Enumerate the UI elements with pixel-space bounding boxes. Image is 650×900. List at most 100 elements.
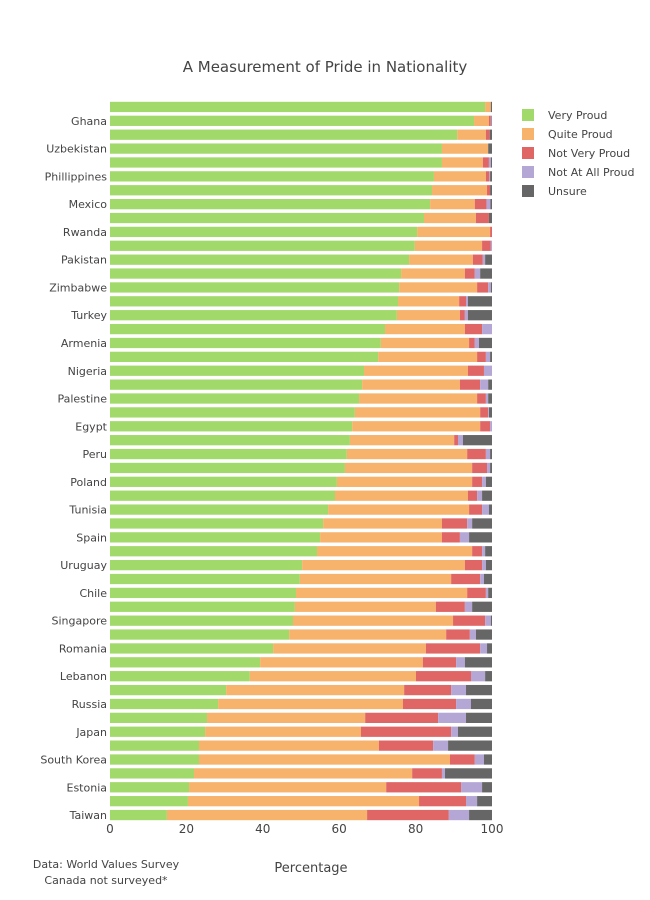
bar-segment-quite-proud	[317, 546, 473, 557]
bar-segment-very-proud	[110, 587, 297, 599]
x-axis-ticks: 0 20 40 60 80 100	[106, 822, 503, 836]
bar-segment-not-at-all-proud	[456, 657, 465, 668]
bar-segment-very-proud	[110, 684, 227, 696]
bar-segment-very-proud	[110, 643, 274, 654]
bar-segment-not-at-all-proud	[464, 601, 473, 612]
bar-segment-very-proud	[110, 101, 486, 113]
bar-segment-very-proud	[110, 782, 190, 793]
bar-segment-quite-proud	[166, 809, 368, 821]
bar-segment-unsure	[487, 643, 492, 654]
bar-segment-very-proud	[110, 143, 442, 154]
bar-segment-unsure	[482, 782, 492, 793]
y-tick-label: Poland	[70, 476, 107, 489]
bar-segment-quite-proud	[441, 143, 489, 154]
bar-segment-very-proud	[110, 560, 303, 571]
bar-segment-very-proud	[110, 573, 300, 585]
bar-segment-not-very-proud	[459, 310, 465, 321]
bar-segment-unsure	[464, 657, 492, 668]
bar-segment-quite-proud	[205, 726, 361, 737]
y-tick-label: Estonia	[67, 781, 108, 794]
legend-item[interactable]: Not Very Proud	[522, 147, 630, 160]
bars-layer	[110, 101, 492, 821]
bar-segment-quite-proud	[380, 337, 470, 349]
bar-segment-not-at-all-proud	[485, 393, 489, 404]
bar-segment-quite-proud	[364, 365, 468, 376]
bar-segment-unsure	[475, 629, 492, 640]
bar-segment-not-very-proud	[485, 129, 490, 140]
bar-segment-quite-proud	[424, 212, 476, 224]
bar-segment-not-at-all-proud	[467, 518, 473, 529]
y-tick-label: Rwanda	[63, 226, 107, 239]
bar-segment-not-very-proud	[435, 601, 465, 612]
bar-segment-quite-proud	[226, 684, 405, 696]
bar-segment-unsure	[488, 407, 492, 418]
bar-segment-not-very-proud	[482, 240, 491, 251]
y-axis-ticks: Ghana Uzbekistan Phillippines Mexico Rwanda P…	[40, 115, 107, 822]
bar-segment-not-very-proud	[419, 796, 467, 807]
bar-segment-not-at-all-proud	[451, 684, 467, 696]
bar-segment-not-very-proud	[472, 546, 483, 557]
bar-segment-quite-proud	[199, 740, 379, 751]
bar-segment-quite-proud	[335, 490, 468, 501]
bar-segment-not-very-proud	[459, 296, 467, 307]
bar-segment-very-proud	[110, 282, 400, 293]
bar-segment-unsure	[490, 185, 492, 196]
legend-item[interactable]: Very Proud	[522, 109, 607, 122]
y-tick-label: Japan	[75, 726, 107, 739]
y-tick-label: Uzbekistan	[46, 143, 107, 156]
x-tick-label: 0	[106, 822, 114, 836]
bar-segment-very-proud	[110, 323, 386, 335]
y-tick-label: Nigeria	[68, 365, 107, 378]
legend-label: Not Very Proud	[548, 147, 630, 160]
bar-segment-unsure	[485, 560, 492, 571]
bar-segment-quite-proud	[433, 171, 486, 182]
y-tick-label: Chile	[79, 587, 107, 600]
y-tick-label: Lebanon	[60, 670, 107, 683]
legend-item[interactable]: Quite Proud	[522, 128, 613, 141]
y-tick-label: Palestine	[57, 393, 107, 406]
bar-segment-unsure	[488, 587, 492, 599]
bar-segment-very-proud	[110, 226, 418, 238]
legend-item[interactable]: Not At All Proud	[522, 166, 634, 179]
bar-segment-quite-proud	[296, 587, 468, 599]
y-tick-label: Ghana	[71, 115, 107, 128]
bar-segment-not-at-all-proud	[451, 726, 459, 737]
bar-segment-not-at-all-proud	[466, 796, 478, 807]
legend-swatch	[522, 147, 534, 159]
legend-item[interactable]: Unsure	[522, 185, 587, 198]
bar-segment-very-proud	[110, 754, 200, 765]
bar-segment-not-very-proud	[477, 393, 486, 404]
bar-segment-quite-proud	[292, 615, 454, 626]
bar-segment-unsure	[488, 143, 492, 154]
bar-segment-very-proud	[110, 393, 360, 404]
bar-segment-not-very-proud	[402, 698, 457, 710]
bar-segment-unsure	[448, 740, 492, 751]
bar-segment-very-proud	[110, 726, 206, 737]
bar-segment-quite-proud	[294, 601, 436, 612]
bar-segment-not-very-proud	[472, 476, 483, 487]
bar-segment-quite-proud	[398, 296, 460, 307]
bar-segment-unsure	[485, 254, 492, 265]
bar-segment-very-proud	[110, 740, 200, 751]
bar-segment-quite-proud	[187, 796, 420, 807]
bar-segment-unsure	[472, 518, 492, 529]
bar-segment-quite-proud	[354, 407, 481, 418]
bar-segment-not-at-all-proud	[482, 323, 492, 335]
bar-segment-very-proud	[110, 268, 402, 279]
bar-segment-unsure	[472, 601, 492, 612]
bar-segment-not-very-proud	[404, 684, 452, 696]
bar-segment-not-very-proud	[472, 254, 483, 265]
bar-segment-very-proud	[110, 157, 442, 168]
bar-segment-not-at-all-proud	[474, 754, 484, 765]
y-tick-label: Taiwan	[69, 809, 107, 822]
bar-segment-quite-proud	[346, 448, 468, 460]
bar-segment-quite-proud	[189, 782, 387, 793]
bar-segment-unsure	[490, 462, 492, 474]
bar-segment-not-at-all-proud	[485, 587, 489, 599]
bar-segment-unsure	[482, 490, 492, 501]
bar-segment-quite-proud	[336, 476, 473, 487]
bar-segment-very-proud	[110, 199, 431, 210]
bar-segment-very-proud	[110, 171, 434, 182]
bar-segment-not-very-proud	[477, 282, 489, 293]
